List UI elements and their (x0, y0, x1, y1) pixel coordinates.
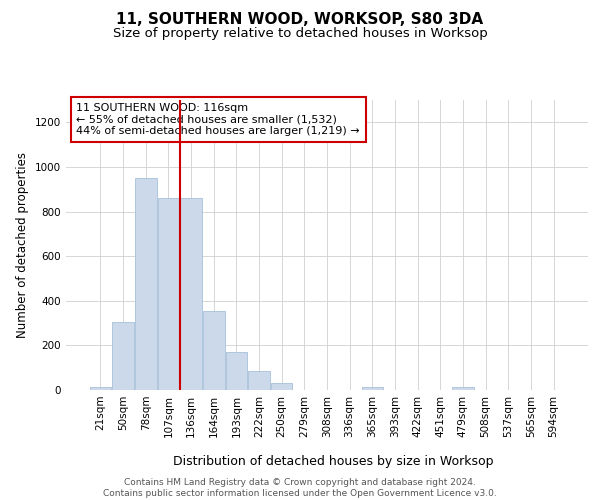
Text: 11, SOUTHERN WOOD, WORKSOP, S80 3DA: 11, SOUTHERN WOOD, WORKSOP, S80 3DA (116, 12, 484, 28)
Text: Distribution of detached houses by size in Worksop: Distribution of detached houses by size … (173, 454, 493, 468)
Bar (271, 384, 292, 390)
Bar (158, 198, 179, 390)
Bar (226, 352, 247, 390)
Text: Contains HM Land Registry data © Crown copyright and database right 2024.
Contai: Contains HM Land Registry data © Crown c… (103, 478, 497, 498)
Bar (203, 311, 224, 390)
Bar (181, 198, 202, 390)
Bar (90, 388, 111, 390)
Text: Size of property relative to detached houses in Worksop: Size of property relative to detached ho… (113, 28, 487, 40)
Y-axis label: Number of detached properties: Number of detached properties (16, 152, 29, 338)
Bar (112, 322, 134, 390)
Text: 11 SOUTHERN WOOD: 116sqm
← 55% of detached houses are smaller (1,532)
44% of sem: 11 SOUTHERN WOOD: 116sqm ← 55% of detach… (76, 103, 360, 136)
Bar (248, 371, 270, 390)
Bar (135, 178, 157, 390)
Bar (362, 388, 383, 390)
Bar (452, 388, 473, 390)
